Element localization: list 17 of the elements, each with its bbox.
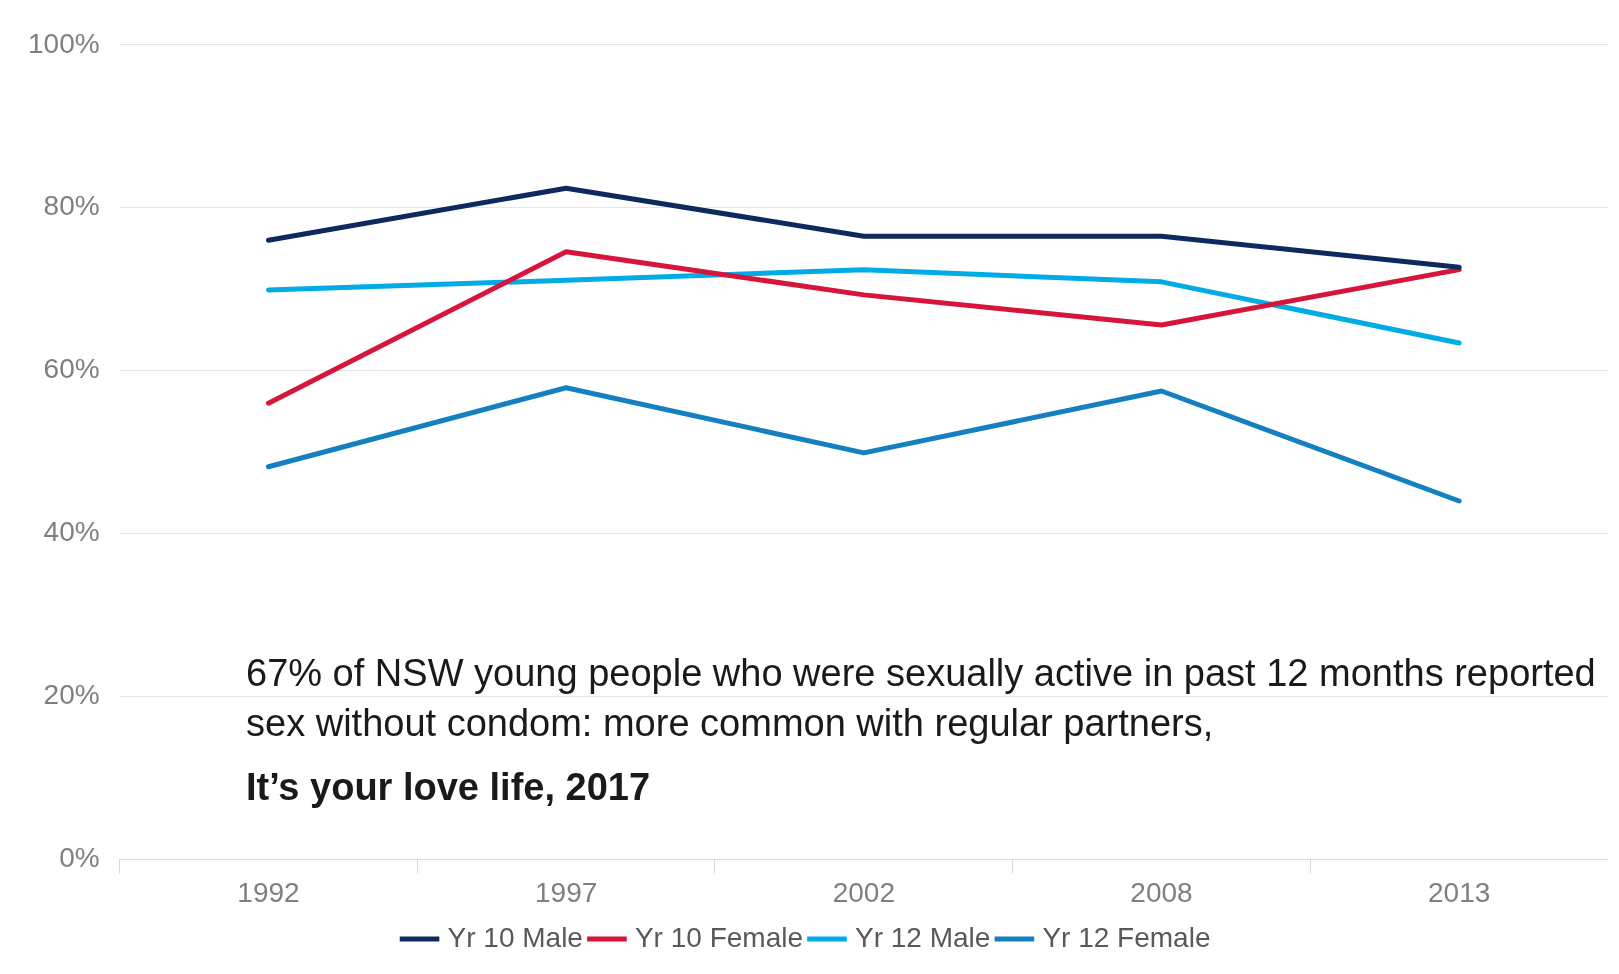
- y-tick-label: 40%: [43, 516, 100, 548]
- x-tick-label: 1997: [534, 876, 598, 908]
- x-tick-label: 2008: [1130, 876, 1193, 908]
- x-tick-label: 2013: [1428, 876, 1491, 908]
- x-tick-label: 1992: [237, 876, 300, 908]
- y-tick-label: 60%: [43, 353, 100, 385]
- y-tick-label: 80%: [43, 190, 100, 222]
- y-tick-label: 100%: [27, 27, 100, 59]
- legend-label: Yr 10 Male: [447, 921, 583, 953]
- legend-label: Yr 12 Female: [1042, 921, 1211, 953]
- y-tick-label: 0%: [59, 842, 100, 874]
- y-tick-label: 20%: [43, 679, 100, 711]
- legend-label: Yr 12 Male: [855, 921, 991, 953]
- legend-label: Yr 10 Female: [634, 921, 804, 953]
- annotation: It’s your love life, 2017: [246, 765, 652, 810]
- x-tick-label: 2002: [832, 876, 895, 908]
- annotation: 67% of NSW young people who were sexually active in past 12 months reported sex without condom: more common with regular partners,: [246, 651, 1597, 746]
